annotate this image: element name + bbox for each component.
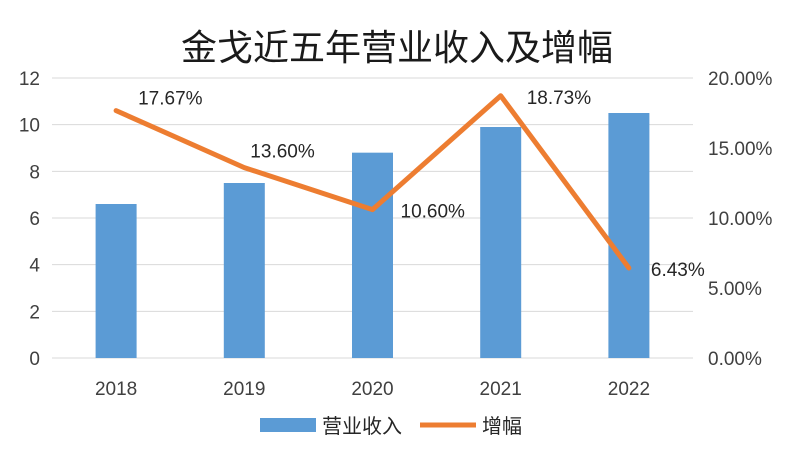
left-axis-tick: 8 — [29, 162, 40, 183]
chart-title: 金戈近五年营业收入及增幅 — [181, 28, 613, 69]
left-axis-tick: 2 — [29, 302, 40, 323]
x-axis-tick: 2020 — [351, 379, 393, 400]
legend-label-growth: 增幅 — [482, 414, 522, 438]
legend-label-revenue: 营业收入 — [322, 414, 402, 438]
left-axis-tick: 10 — [19, 116, 40, 137]
line-layer — [113, 93, 632, 271]
axis-layer: 0 2 4 6 8 10 12 0.00% 5.00% 10.00% 15.00% 20.00% 201… — [19, 69, 773, 400]
left-axis-tick: 4 — [29, 256, 40, 277]
right-axis-tick: 15.00% — [708, 139, 773, 160]
bar-revenue-2022 — [608, 113, 650, 358]
label-layer: 17.67% 13.60% 10.60% 18.73% 6.43% — [138, 88, 705, 281]
legend-swatch-revenue — [260, 418, 316, 432]
right-axis-tick: 10.00% — [708, 209, 773, 230]
bar-revenue-2019 — [223, 183, 265, 358]
right-axis-tick: 5.00% — [708, 279, 762, 300]
x-axis-tick: 2018 — [95, 379, 137, 400]
data-label-growth-2022: 6.43% — [651, 260, 705, 281]
bar-layer — [95, 113, 650, 358]
x-axis-tick: 2021 — [480, 379, 522, 400]
data-label-growth-2018: 17.67% — [138, 89, 203, 110]
data-label-growth-2020: 10.60% — [401, 202, 466, 223]
legend: 营业收入 增幅 — [260, 414, 522, 438]
right-axis-tick: 20.00% — [708, 69, 773, 90]
left-axis-tick: 6 — [29, 209, 40, 230]
data-label-growth-2019: 13.60% — [250, 142, 315, 163]
x-axis-tick: 2019 — [223, 379, 265, 400]
right-axis-tick: 0.00% — [708, 349, 762, 370]
left-axis-tick: 0 — [29, 349, 40, 370]
data-label-growth-2021: 18.73% — [527, 88, 592, 109]
bar-revenue-2020 — [352, 152, 393, 358]
x-axis-tick: 2022 — [608, 379, 650, 400]
left-axis-tick: 12 — [19, 69, 40, 90]
bar-revenue-2018 — [95, 204, 137, 358]
bar-revenue-2021 — [480, 127, 522, 358]
line-growth — [113, 93, 632, 271]
